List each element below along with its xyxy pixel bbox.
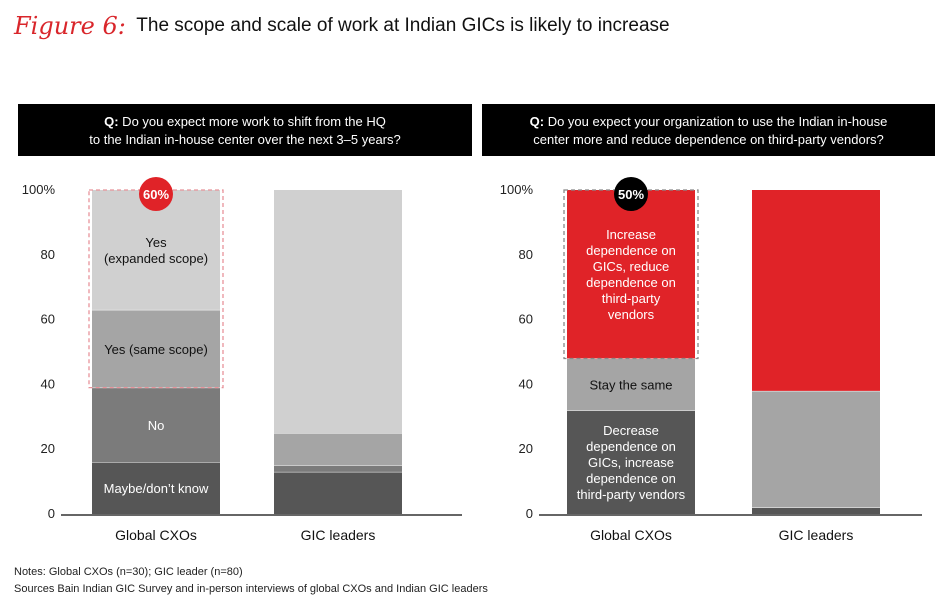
segment-label: Yes (expanded scope) [104,235,208,266]
y-tick-label: 40 [41,376,55,391]
y-tick-label: 80 [519,247,533,262]
figure-title: The scope and scale of work at Indian GI… [136,15,670,36]
bar-segment [274,471,402,514]
bar-segment [567,358,695,411]
y-tick-label: 20 [41,441,55,456]
bar-segment [92,462,220,514]
highlight-badge [614,177,648,211]
bar-segment [752,507,880,514]
bar-segment [274,433,402,466]
y-tick-label: 0 [48,506,55,521]
segment-label: Maybe/don’t know [104,481,209,496]
question-text-line: center more and reduce dependence on thi… [533,132,884,147]
sources-text: Sources Bain Indian GIC Survey and in-pe… [14,583,488,595]
segment-label: No [148,418,165,433]
y-tick-label: 80 [41,247,55,262]
bar-segment [752,390,880,508]
question-header-1 [18,104,472,156]
category-label: Global CXOs [115,527,197,543]
bar-segment [567,410,695,514]
bar-segment [274,190,402,433]
y-tick-label: 60 [519,312,533,327]
y-tick-label: 100% [22,182,56,197]
segment-label: Yes (same scope) [104,342,208,357]
y-tick-label: 40 [519,376,533,391]
y-tick-label: 100% [500,182,534,197]
figure-header: Figure 6: The scope and scale of work at… [14,12,670,46]
category-label: GIC leaders [301,527,376,543]
segment-label: Stay the same [589,377,672,392]
bar-segment [752,190,880,391]
question-text-line: Q: Do you expect your organization to us… [530,114,888,129]
segment-label: Increase dependence on GICs, reduce depende… [586,227,676,322]
bar-segment [567,190,695,359]
highlight-badge [139,177,173,211]
highlight-badge-label: 60% [143,187,169,202]
figure-label: Figure 6: [14,12,126,40]
question-text-line: Q: Do you expect more work to shift from… [104,114,386,129]
bar-segment [274,465,402,472]
segment-label: Decrease dependence on GICs, increase depen… [577,423,686,502]
category-label: GIC leaders [779,527,854,543]
bar-segment [92,387,220,463]
question-header-2 [482,104,935,156]
question-text-line: to the Indian in-house center over the n… [89,132,400,147]
y-tick-label: 0 [526,506,533,521]
y-tick-label: 20 [519,441,533,456]
notes-text: Notes: Global CXOs (n=30); GIC leader (n… [14,566,243,578]
highlight-badge-label: 50% [618,187,644,202]
y-tick-label: 60 [41,312,55,327]
bar-segment [92,309,220,388]
category-label: Global CXOs [590,527,672,543]
